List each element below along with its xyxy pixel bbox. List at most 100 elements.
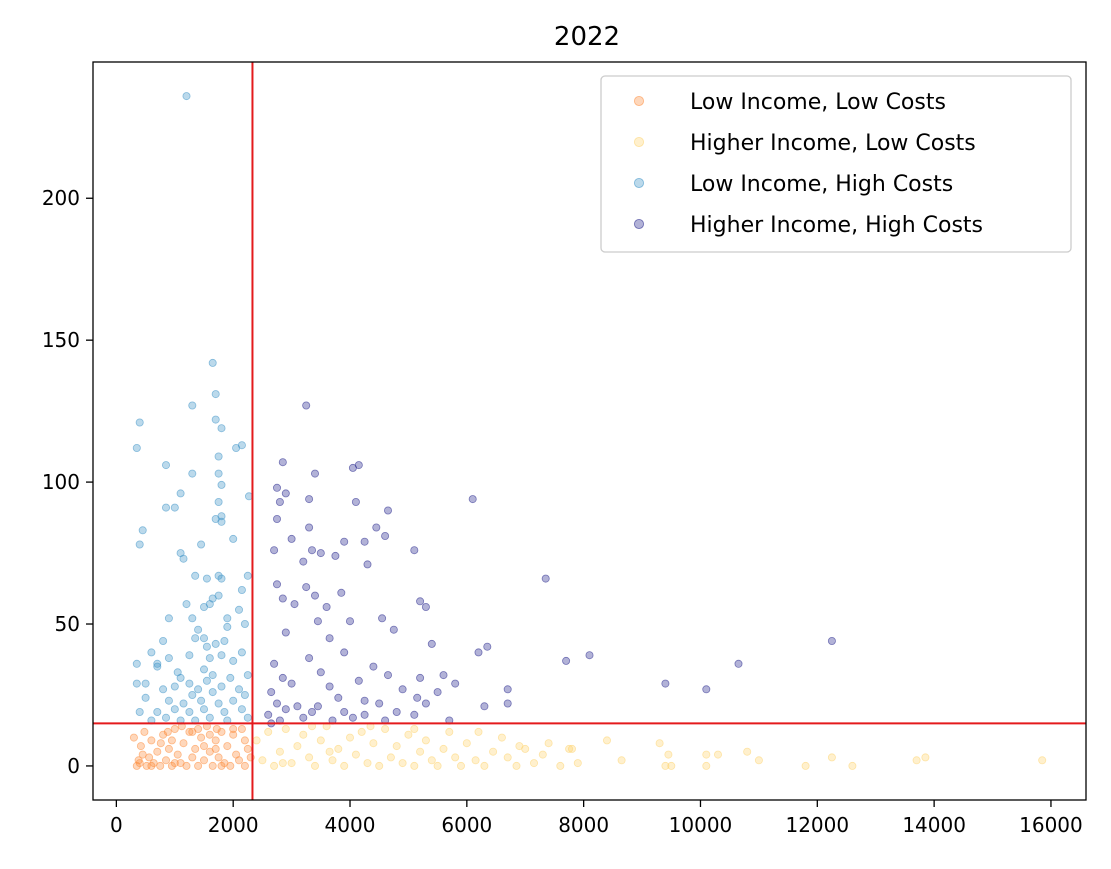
data-point [197,733,206,742]
data-point [480,702,489,711]
data-point [185,651,194,660]
data-point [410,761,419,770]
data-point [243,671,252,680]
data-point [129,733,138,742]
data-point [287,759,296,768]
data-point [515,742,524,751]
data-point [159,730,168,739]
data-point [398,685,407,694]
data-point [334,693,343,702]
data-point [214,699,223,708]
data-point [161,503,170,512]
data-point [383,506,392,515]
data-point [433,761,442,770]
data-point [743,747,752,756]
data-point [416,673,425,682]
data-point [211,415,220,424]
data-point [556,761,565,770]
data-point [167,761,176,770]
data-point [310,591,319,600]
data-point [281,489,290,498]
data-point [354,676,363,685]
data-point [188,469,197,478]
data-point [170,759,179,768]
series-2 [252,722,1047,770]
data-point [307,708,316,717]
data-point [270,546,279,555]
data-point [573,759,582,768]
data-point [159,685,168,694]
data-point [191,744,200,753]
data-point [544,739,553,748]
data-point [305,753,314,762]
data-point [229,725,238,734]
data-point [714,750,723,759]
data-point [240,736,249,745]
data-point [360,696,369,705]
data-point [141,679,150,688]
data-point [217,574,226,583]
data-point [378,614,387,623]
data-point [351,497,360,506]
data-point [325,682,334,691]
data-point [205,600,214,609]
data-point [468,495,477,504]
data-point [132,443,141,452]
data-point [410,710,419,719]
data-point [702,685,711,694]
data-point [754,756,763,765]
data-point [562,656,571,665]
data-point [258,756,267,765]
data-point [153,708,162,717]
data-point [331,551,340,560]
data-point [389,625,398,634]
data-point [214,497,223,506]
plot-area-frame [92,61,1087,801]
data-point [801,761,810,770]
legend-box [600,75,1072,253]
data-point [272,483,281,492]
data-point [156,761,165,770]
data-point [153,747,162,756]
y-tick-label: 50 [55,612,80,636]
data-point [451,679,460,688]
y-tick-label: 200 [42,186,80,210]
data-point [363,560,372,569]
data-point [163,727,172,736]
data-point [214,452,223,461]
legend: Low Income, Low Costs Higher Income, Low … [600,75,1072,253]
x-tick-label: 6000 [441,813,492,837]
data-point [170,682,179,691]
data-point [322,603,331,612]
data-point [413,693,422,702]
data-point [223,614,232,623]
data-point [214,753,223,762]
reference-lines [93,62,1086,800]
x-tick-label: 4000 [325,813,376,837]
data-point [147,736,156,745]
data-point [912,756,921,765]
data-point [170,725,179,734]
data-point [217,651,226,660]
data-point [617,756,626,765]
data-point [164,654,173,663]
data-point [267,688,276,697]
data-point [340,761,349,770]
data-point [161,756,170,765]
data-point [381,532,390,541]
data-point [316,549,325,558]
data-point [275,747,284,756]
data-point [439,671,448,680]
data-point [392,708,401,717]
data-point [503,753,512,762]
data-point [278,594,287,603]
data-point [161,713,170,722]
series-3 [132,92,253,725]
data-point [135,540,144,549]
data-point [164,744,173,753]
x-tick-label: 10000 [669,813,733,837]
chart-title: 2022 [554,22,620,52]
data-point [348,463,357,472]
data-point [310,469,319,478]
data-point [416,597,425,606]
